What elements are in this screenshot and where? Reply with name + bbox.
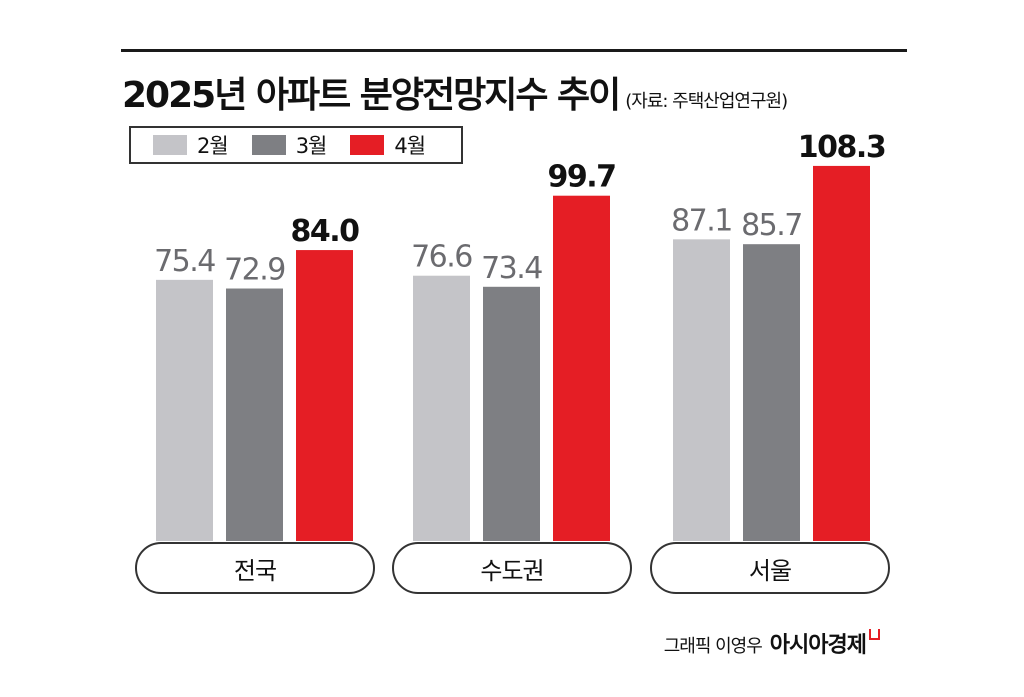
category-label-seoul: 서울 (650, 542, 890, 594)
legend: 2월 3월 4월 (129, 126, 463, 164)
legend-label: 2월 (197, 134, 229, 158)
data-label-feb-2: 87.1 (671, 203, 732, 238)
legend-swatch (251, 135, 286, 155)
source-note: (자료: 주택산업연구원) (625, 91, 788, 112)
data-label-feb-0: 75.4 (154, 244, 215, 279)
bar-apr-2 (813, 165, 870, 542)
data-label-feb-1: 76.6 (411, 240, 472, 275)
brand-mark-icon (869, 629, 880, 640)
data-label-apr-0: 84.0 (290, 214, 359, 249)
legend-item-apr: 4월 (350, 130, 426, 160)
data-label-apr-1: 99.7 (547, 160, 615, 195)
credit: 그래픽 이영우 아시아경제 (664, 627, 880, 659)
bar-mar-1 (483, 286, 540, 541)
title-row: 2025년 아파트 분양전망지수 추이 (자료: 주택산업연구원) (122, 66, 788, 118)
data-label-mar-2: 85.7 (741, 208, 802, 243)
credit-brand: 아시아경제 (769, 633, 867, 658)
legend-swatch (153, 135, 187, 155)
legend-item-feb: 2월 (153, 130, 229, 160)
bar-mar-0 (226, 288, 283, 541)
data-label-mar-1: 73.4 (481, 251, 542, 286)
chart-title: 2025년 아파트 분양전망지수 추이 (122, 75, 621, 116)
bar-mar-2 (743, 244, 800, 541)
bar-feb-1 (413, 275, 470, 541)
legend-swatch (350, 135, 385, 155)
legend-item-mar: 3월 (251, 130, 328, 160)
legend-label: 4월 (394, 134, 426, 158)
bar-feb-0 (156, 279, 213, 541)
category-label-nationwide: 전국 (135, 542, 375, 594)
bar-apr-1 (553, 195, 610, 541)
data-label-mar-0: 72.9 (224, 253, 285, 288)
data-label-apr-2: 108.3 (798, 130, 885, 165)
bar-feb-2 (673, 239, 730, 541)
legend-label: 3월 (295, 134, 328, 158)
category-label-capital-region: 수도권 (392, 542, 632, 594)
top-rule (121, 49, 907, 52)
credit-author: 그래픽 이영우 (663, 636, 763, 657)
bar-apr-0 (296, 250, 353, 541)
